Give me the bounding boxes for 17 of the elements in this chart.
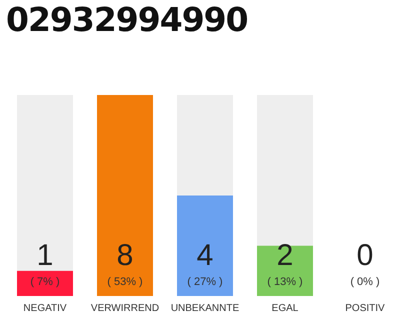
bar: [17, 270, 73, 296]
data-label: 8: [116, 239, 134, 272]
chart-title: 02932994990: [6, 0, 248, 39]
data-label: 2: [276, 239, 294, 272]
annotation: ( 7% ): [30, 276, 60, 288]
x-tick-label: NEGATIV: [23, 303, 67, 314]
data-label: 4: [196, 239, 214, 272]
x-tick-label: VERWIRREND: [90, 303, 160, 314]
x-tick-label: UNBEKANNTE: [170, 303, 240, 314]
annotation: ( 27% ): [187, 276, 223, 288]
annotation: ( 13% ): [267, 276, 303, 288]
x-tick-label: EGAL: [272, 303, 299, 314]
annotation: ( 53% ): [107, 276, 143, 288]
data-label: 0: [356, 239, 374, 272]
x-tick-label: POSITIV: [345, 303, 386, 314]
data-label: 1: [36, 239, 54, 272]
annotation: ( 0% ): [350, 276, 380, 288]
